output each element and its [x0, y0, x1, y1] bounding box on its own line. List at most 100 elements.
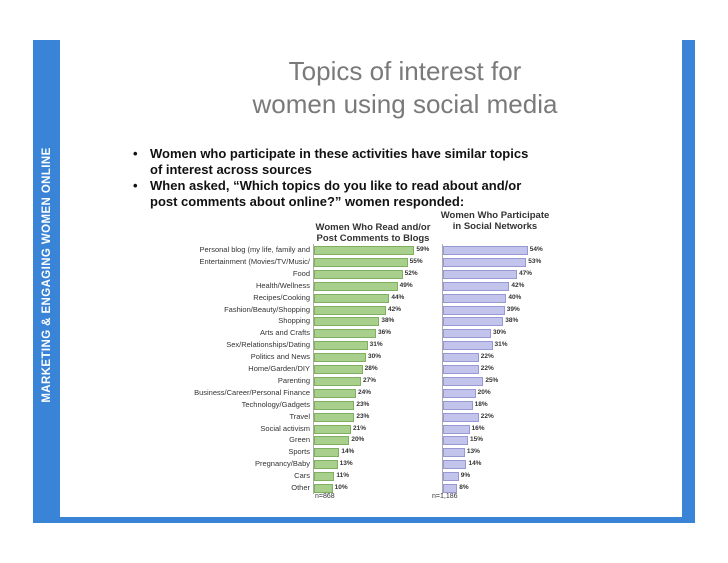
value-label-social: 38% — [505, 317, 519, 325]
value-label-blog: 30% — [368, 353, 382, 361]
bar-social — [443, 472, 459, 482]
value-label-blog: 44% — [391, 293, 405, 301]
category-label: Food — [292, 268, 310, 278]
category-label: Other — [291, 483, 310, 492]
value-label-blog: 11% — [336, 472, 349, 480]
value-label-blog: 52% — [404, 269, 418, 277]
bar-social — [443, 460, 467, 470]
bar-blog — [314, 412, 355, 422]
bullet-text: Women who participate in these activitie… — [150, 146, 529, 177]
bar-blog — [314, 436, 350, 446]
bar-social — [443, 341, 493, 351]
legend-blog: Women Who Read and/or Post Comments to B… — [315, 222, 431, 244]
bar-blog — [314, 460, 338, 470]
value-label-blog: 10% — [334, 484, 348, 491]
category-label: Parenting — [277, 375, 310, 385]
bar-social — [443, 484, 458, 493]
value-label-social: 20% — [477, 388, 491, 396]
category-label: Personal blog (my life, family and — [199, 245, 310, 254]
title-line-2: women using social media — [252, 89, 558, 119]
bar-social — [443, 436, 468, 446]
n-social: n=1,186 — [432, 493, 458, 500]
bar-social — [443, 281, 510, 291]
value-label-social: 13% — [466, 448, 480, 456]
bar-blog — [314, 305, 386, 315]
value-label-social: 8% — [459, 484, 469, 491]
category-label: Recipes/Cooking — [253, 292, 310, 302]
value-label-social: 47% — [519, 269, 533, 277]
value-label-social: 31% — [494, 341, 508, 349]
bar-blog — [314, 472, 335, 482]
category-label: Technology/Gadgets — [241, 399, 310, 409]
value-label-social: 14% — [468, 460, 482, 468]
value-label-blog: 55% — [409, 257, 423, 265]
category-label: Travel — [289, 411, 310, 421]
bar-social — [443, 269, 518, 279]
value-label-social: 53% — [528, 257, 542, 265]
value-label-blog: 38% — [381, 317, 395, 325]
category-label: Business/Career/Personal Finance — [194, 387, 310, 397]
value-label-social: 22% — [480, 353, 494, 361]
category-label: Politics and News — [250, 352, 310, 362]
value-label-social: 15% — [470, 436, 484, 444]
bar-social — [443, 365, 479, 374]
category-label: Health/Wellness — [255, 280, 310, 290]
axis-line-social — [442, 244, 443, 494]
bullet-dot: • — [133, 146, 138, 161]
category-label: Sports — [288, 447, 310, 457]
value-label-social: 30% — [493, 329, 507, 337]
bar-blog — [314, 341, 368, 351]
title-line-1: Topics of interest for — [288, 56, 522, 86]
bar-social — [443, 388, 476, 398]
bar-social — [443, 257, 527, 267]
category-label: Arts and Crafts — [259, 328, 310, 338]
value-label-social: 25% — [485, 376, 499, 384]
category-label: Entertainment (Movies/TV/Music/ — [199, 256, 310, 266]
bar-social — [443, 353, 479, 363]
value-label-social: 40% — [508, 293, 522, 301]
bullet-text: When asked, “Which topics do you like to… — [150, 178, 522, 209]
bar-blog — [314, 317, 380, 327]
category-label: Home/Garden/DIY — [248, 364, 310, 373]
axis-line-blog — [313, 244, 314, 494]
category-label: Social activism — [260, 423, 310, 433]
bar-social — [443, 448, 465, 458]
value-label-blog: 14% — [341, 448, 355, 456]
value-label-blog: 20% — [351, 436, 365, 444]
value-label-blog: 21% — [353, 424, 367, 432]
category-label: Sex/Relationships/Dating — [226, 340, 310, 350]
slide-title: Topics of interest for women using socia… — [150, 55, 660, 121]
bar-social — [443, 412, 479, 422]
value-label-blog: 24% — [358, 388, 372, 396]
bar-blog — [314, 365, 363, 374]
bar-blog — [314, 353, 366, 363]
bar-social — [443, 246, 528, 255]
value-label-blog: 13% — [339, 460, 353, 468]
value-label-social: 22% — [480, 412, 494, 420]
bar-blog — [314, 257, 408, 267]
bar-social — [443, 293, 507, 303]
category-label: Fashion/Beauty/Shopping — [224, 304, 310, 314]
value-label-social: 39% — [506, 305, 520, 313]
value-label-blog: 31% — [369, 341, 383, 349]
value-label-social: 22% — [480, 365, 494, 372]
value-label-blog: 23% — [356, 412, 370, 420]
bar-blog — [314, 246, 415, 255]
bar-social — [443, 305, 505, 315]
bar-blog — [314, 400, 355, 410]
bar-blog — [314, 448, 340, 458]
side-label: MARKETING & ENGAGING WOMEN ONLINE — [41, 147, 53, 403]
value-label-social: 9% — [460, 472, 471, 480]
category-label: Shopping — [278, 316, 310, 326]
bar-blog — [314, 281, 398, 291]
value-label-blog: 42% — [388, 305, 402, 313]
category-label: Cars — [294, 471, 310, 481]
bar-social — [443, 400, 473, 410]
value-label-social: 16% — [471, 424, 485, 432]
bar-blog — [314, 376, 361, 386]
bar-social — [443, 329, 491, 339]
value-label-blog: 23% — [356, 400, 370, 408]
value-label-blog: 28% — [364, 365, 378, 372]
bar-social — [443, 376, 484, 386]
bar-blog — [314, 269, 403, 279]
